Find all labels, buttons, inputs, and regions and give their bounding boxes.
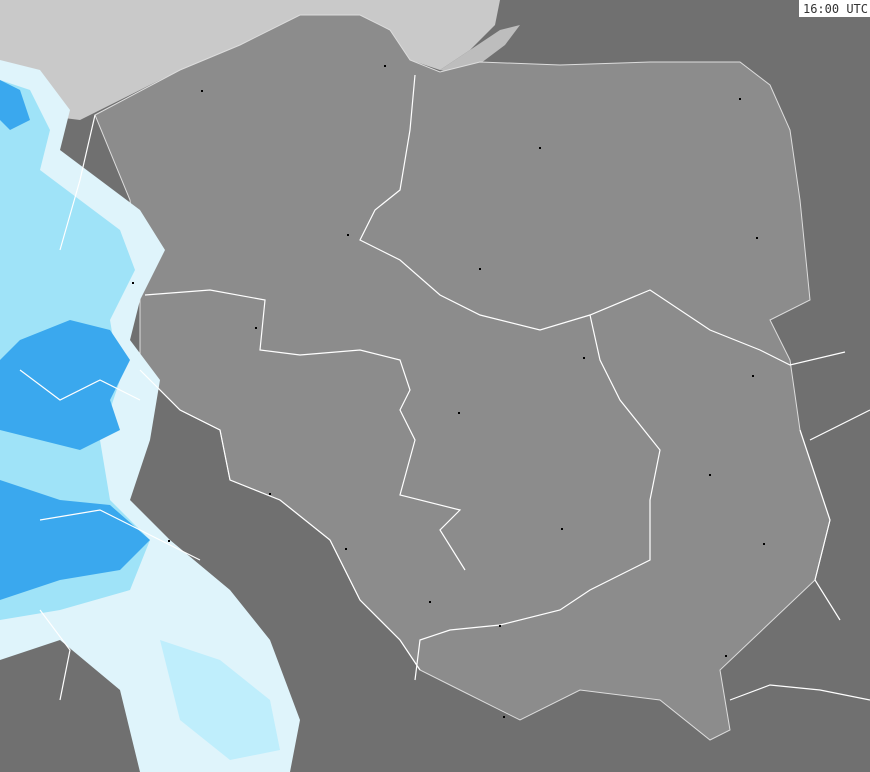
lagoon <box>440 25 520 75</box>
city-markers <box>132 65 765 718</box>
timestamp-label: 16:00 UTC <box>798 0 870 17</box>
precipitation-layer <box>0 60 300 772</box>
borders <box>19 74 870 701</box>
baltic-sea <box>0 0 500 120</box>
